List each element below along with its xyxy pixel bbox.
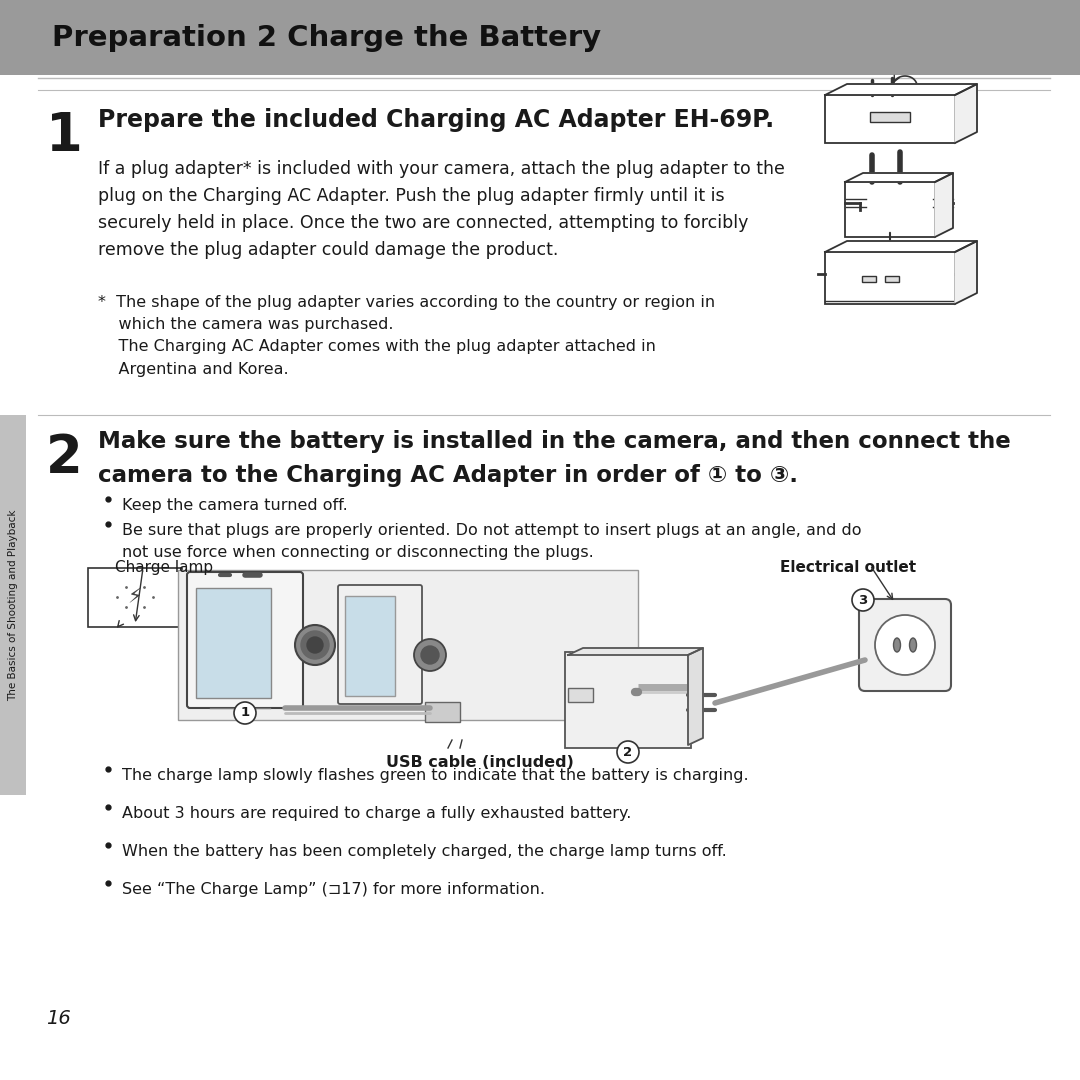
Text: Electrical outlet: Electrical outlet	[780, 561, 916, 575]
Bar	[345, 596, 395, 696]
Polygon shape	[825, 241, 977, 252]
FancyBboxPatch shape	[87, 568, 183, 627]
Circle shape	[301, 631, 329, 659]
Text: 1: 1	[241, 706, 249, 719]
Circle shape	[421, 646, 438, 664]
Bar	[0, 415, 26, 795]
Text: ⚡: ⚡	[127, 588, 143, 607]
Text: camera to the Charging AC Adapter in order of ① to ③.: camera to the Charging AC Adapter in ord…	[98, 464, 798, 487]
Circle shape	[414, 639, 446, 671]
Polygon shape	[955, 84, 977, 143]
Text: Charge lamp: Charge lamp	[114, 561, 213, 575]
FancyBboxPatch shape	[178, 570, 638, 720]
Text: When the battery has been completely charged, the charge lamp turns off.: When the battery has been completely cha…	[122, 843, 727, 859]
Text: 2: 2	[46, 432, 83, 484]
Text: Make sure the battery is installed in the camera, and then connect the: Make sure the battery is installed in th…	[98, 430, 1011, 453]
Text: Preparation 2 Charge the Battery: Preparation 2 Charge the Battery	[52, 24, 602, 52]
Bar	[825, 252, 955, 303]
Text: If a plug adapter* is included with your camera, attach the plug adapter to the
: If a plug adapter* is included with your…	[98, 160, 785, 259]
Bar	[862, 276, 876, 282]
Bar	[195, 588, 271, 698]
Bar	[426, 702, 460, 723]
Bar	[845, 183, 935, 237]
Bar	[885, 276, 899, 282]
Circle shape	[234, 702, 256, 724]
FancyBboxPatch shape	[187, 572, 303, 708]
Circle shape	[307, 637, 323, 653]
Circle shape	[295, 625, 335, 665]
FancyBboxPatch shape	[859, 599, 951, 691]
Text: Prepare the included Charging AC Adapter EH-69P.: Prepare the included Charging AC Adapter…	[98, 108, 774, 132]
Text: 2: 2	[623, 745, 633, 758]
Polygon shape	[688, 648, 703, 745]
Text: See “The Charge Lamp” (⊐17) for more information.: See “The Charge Lamp” (⊐17) for more inf…	[122, 882, 545, 897]
Polygon shape	[935, 173, 953, 237]
Bar	[870, 112, 910, 122]
Text: 16: 16	[46, 1009, 71, 1028]
Ellipse shape	[909, 638, 917, 652]
Bar	[825, 95, 955, 143]
Bar	[0, 0, 1080, 75]
Polygon shape	[845, 173, 953, 183]
Text: Be sure that plugs are properly oriented. Do not attempt to insert plugs at an a: Be sure that plugs are properly oriented…	[122, 523, 862, 559]
Circle shape	[617, 741, 639, 762]
Polygon shape	[825, 84, 977, 95]
Circle shape	[875, 615, 935, 675]
Circle shape	[852, 589, 874, 611]
Bar	[568, 688, 593, 702]
Text: The charge lamp slowly flashes green to indicate that the battery is charging.: The charge lamp slowly flashes green to …	[122, 768, 748, 783]
Text: 1: 1	[46, 110, 83, 162]
Ellipse shape	[893, 638, 901, 652]
Text: 3: 3	[859, 594, 867, 607]
Polygon shape	[568, 648, 703, 654]
FancyBboxPatch shape	[565, 652, 691, 748]
Text: The Basics of Shooting and Playback: The Basics of Shooting and Playback	[8, 510, 18, 701]
Text: Keep the camera turned off.: Keep the camera turned off.	[122, 498, 348, 513]
Text: USB cable (included): USB cable (included)	[386, 755, 573, 770]
Text: *  The shape of the plug adapter varies according to the country or region in
  : * The shape of the plug adapter varies a…	[98, 295, 715, 377]
Text: About 3 hours are required to charge a fully exhausted battery.: About 3 hours are required to charge a f…	[122, 806, 632, 821]
Polygon shape	[955, 241, 977, 303]
FancyBboxPatch shape	[338, 585, 422, 704]
